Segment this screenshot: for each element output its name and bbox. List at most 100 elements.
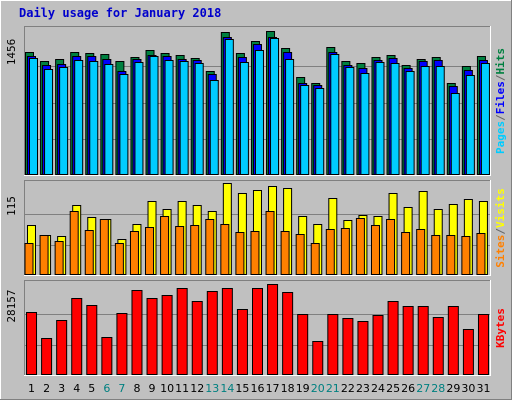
kbytes-bar [146,298,158,375]
kbytes-bar [282,292,294,375]
kbytes-bar [342,318,354,375]
pages-bar [480,63,490,175]
sites-bar [160,216,170,275]
pages-bar [29,58,38,175]
day-label: 24 [371,382,385,395]
pages-bar [194,63,204,175]
sites-bar [401,232,411,275]
legend-entry: Hits [494,48,507,75]
day-label: 28 [431,382,445,395]
kbytes-bar [26,312,38,375]
kbytes-bar [41,338,53,375]
sites-bar [280,231,290,275]
kbytes-bar [221,288,233,375]
kbytes-bar [447,306,459,375]
kbytes-bar [372,315,384,375]
pages-bar [420,66,430,175]
sites-bar [355,218,365,275]
panel-0-max-label: 1456 [5,39,18,66]
pages-bar [375,62,385,175]
kbytes-bar [206,291,218,375]
legend-entry: Pages [494,121,507,154]
day-label: 3 [58,382,65,395]
sites-bar [370,225,380,275]
kbytes-bar [236,309,248,375]
kbytes-bar [462,329,474,375]
sites-bar [39,235,49,275]
kbytes-bar [101,337,113,375]
sites-bar [54,241,64,275]
sites-bar [265,211,275,275]
day-label: 30 [461,382,475,395]
day-label: 26 [401,382,415,395]
day-label: 25 [386,382,400,395]
day-label: 17 [266,382,280,395]
pages-bar [74,60,84,175]
panel-0-legend: Pages/Files/Hits [494,48,507,154]
sites-bar [461,236,471,275]
day-label: 27 [416,382,430,395]
day-label: 9 [149,382,156,395]
day-label: 5 [88,382,95,395]
pages-bar [89,61,99,175]
pages-bar [239,62,249,175]
legend-entry: Visits [494,188,507,228]
day-label: 14 [220,382,234,395]
panel-2-legend: KBytes [494,308,507,348]
day-label: 1 [28,382,35,395]
kbytes-bar [477,314,489,375]
kbytes-bar [417,306,429,375]
pages-bar [224,39,234,175]
kbytes-bar [387,301,399,375]
legend-entry: KBytes [494,308,507,348]
day-label: 6 [103,382,110,395]
sites-bar [431,235,441,275]
sites-bar [325,229,335,275]
sites-bar [340,228,350,275]
kbytes-bar [56,320,68,375]
pages-bar [360,73,370,175]
pages-bar [164,60,174,175]
kbytes-bar [357,321,369,375]
pages-bar [285,59,295,175]
pages-bar [44,69,54,175]
pages-bar [149,56,159,175]
day-label: 16 [251,382,265,395]
pages-bar [119,74,129,175]
sites-bar [175,226,185,275]
pages-bar [345,67,355,175]
sites-bar [84,230,94,275]
kbytes-bar [402,306,414,375]
sites-bar [205,219,215,275]
day-label: 20 [311,382,325,395]
pages-bar [465,75,475,175]
sites-bar [190,225,200,275]
pages-bar [254,50,264,175]
panel-1-max-label: 115 [5,196,18,216]
pages-bar [450,93,460,175]
legend-entry: Sites [494,235,507,268]
day-label: 15 [235,382,249,395]
day-label: 7 [118,382,125,395]
day-label: 29 [446,382,460,395]
sites-bar [24,243,34,275]
day-label: 2 [43,382,50,395]
kbytes-bar [161,295,173,375]
pages-bar [59,67,69,175]
sites-bar [99,219,109,275]
pages-bar [209,80,219,175]
pages-bar [405,71,415,175]
legend-entry: Files [494,81,507,114]
day-label: 12 [190,382,204,395]
sites-bar [220,224,230,275]
panel-2-max-label: 28157 [5,289,18,322]
day-label: 10 [160,382,174,395]
sites-bar [250,231,260,275]
day-label: 4 [73,382,80,395]
day-label: 18 [281,382,295,395]
kbytes-bar [191,301,203,375]
day-label: 19 [296,382,310,395]
sites-bar [129,231,139,275]
sites-bar [476,233,486,275]
